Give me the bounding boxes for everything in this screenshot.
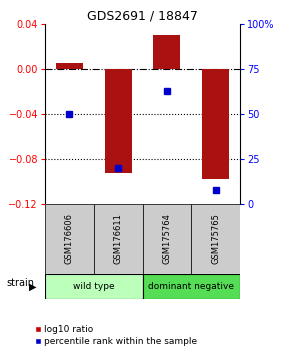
Bar [105, 69, 131, 172]
Text: GSM176606: GSM176606 [65, 213, 74, 264]
Bar [154, 35, 180, 69]
Bar [45, 274, 142, 299]
Text: GSM175765: GSM175765 [211, 213, 220, 264]
Bar [142, 274, 240, 299]
Bar [94, 204, 142, 274]
Text: GSM175764: GSM175764 [162, 213, 171, 264]
Text: wild type: wild type [73, 282, 115, 291]
Bar [191, 204, 240, 274]
Bar [45, 204, 94, 274]
Bar [56, 63, 83, 69]
Text: GSM176611: GSM176611 [114, 213, 123, 264]
Legend: log10 ratio, percentile rank within the sample: log10 ratio, percentile rank within the … [34, 325, 198, 346]
Text: dominant negative: dominant negative [148, 282, 234, 291]
Text: ▶: ▶ [29, 281, 37, 291]
Bar [202, 69, 229, 179]
Bar [142, 204, 191, 274]
Text: strain: strain [6, 278, 34, 288]
Title: GDS2691 / 18847: GDS2691 / 18847 [87, 10, 198, 23]
